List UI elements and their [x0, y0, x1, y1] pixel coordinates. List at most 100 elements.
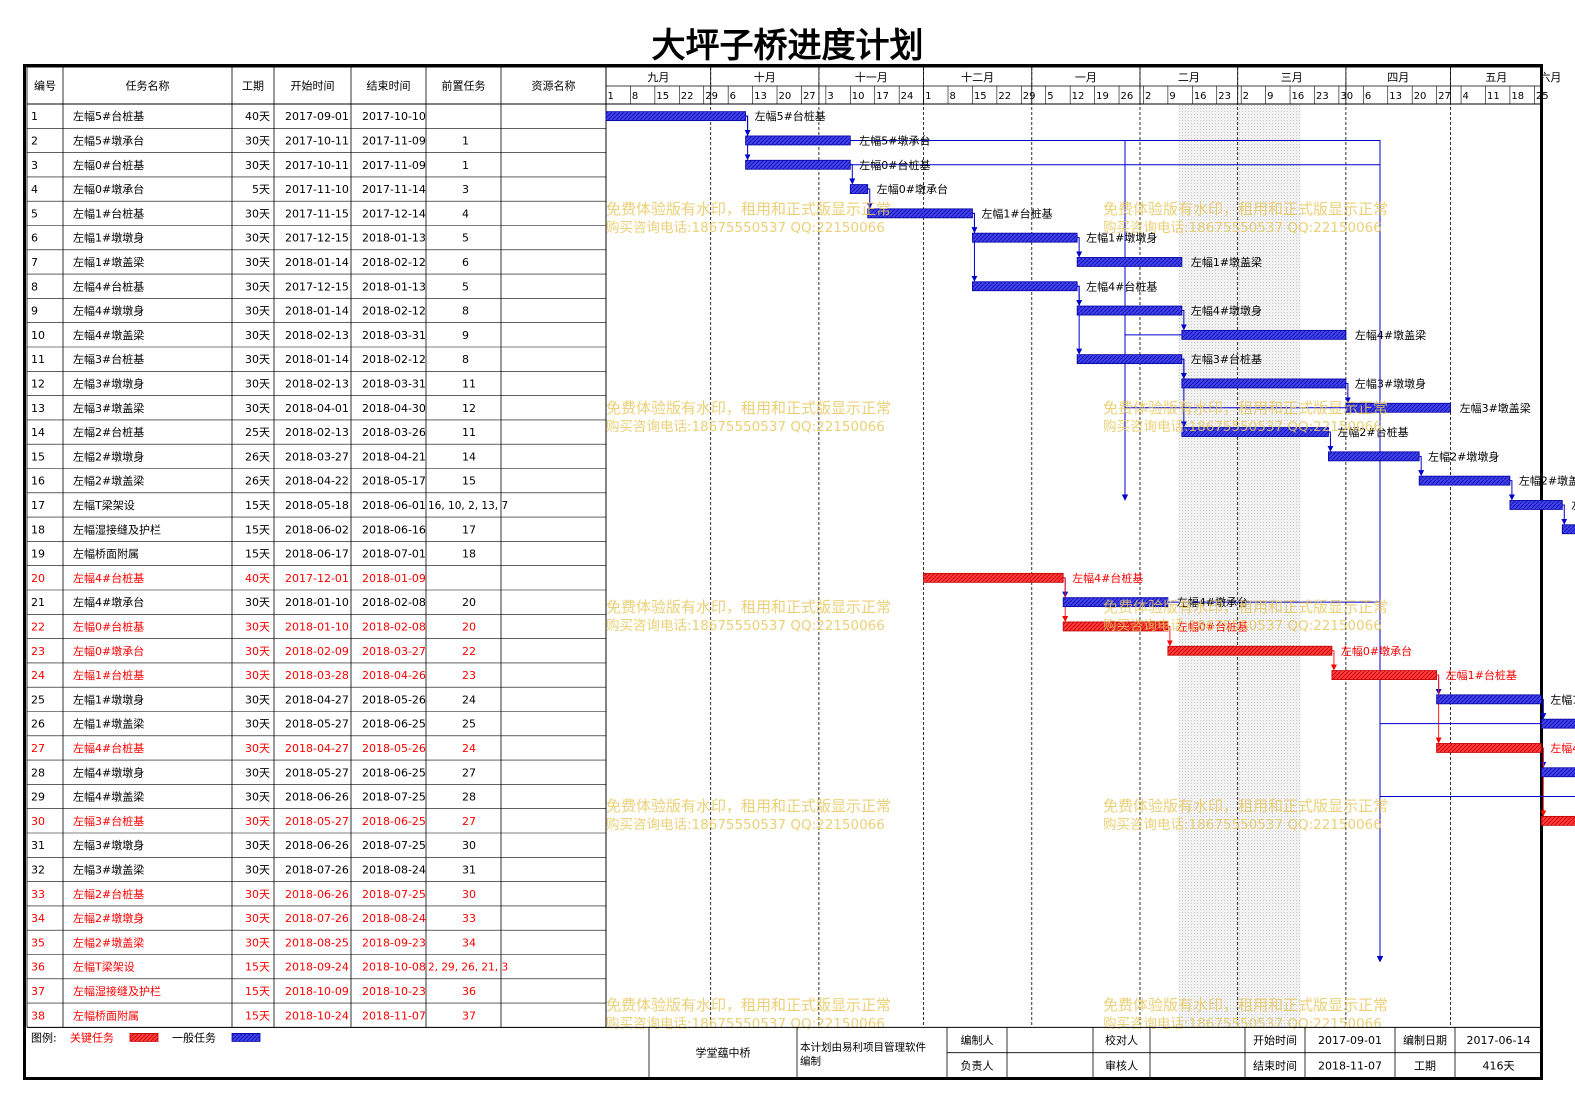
task-name: 左幅1#墩盖梁 [73, 255, 144, 269]
task-start: 2017-10-11 [285, 159, 349, 172]
dependency-link [1561, 504, 1568, 525]
task-duration: 30天 [245, 669, 270, 682]
watermark-line2: 购买咨询电话:18675550537 QQ:22150066 [1103, 220, 1382, 236]
task-name: 左幅1#台桩基 [73, 668, 144, 682]
task-end: 2018-06-25 [362, 766, 426, 779]
task-id: 10 [31, 329, 45, 342]
task-start: 2018-02-09 [285, 645, 349, 658]
end-value: 2018-11-07 [1318, 1059, 1382, 1072]
task-bar [1540, 718, 1575, 729]
task-id: 33 [31, 888, 45, 901]
task-predecessors: 22 [462, 645, 476, 658]
task-start: 2018-05-18 [285, 499, 349, 512]
column-header: 编号 [34, 79, 56, 93]
task-duration: 15天 [245, 499, 270, 512]
task-duration: 30天 [245, 620, 270, 633]
task-bar [1167, 645, 1333, 656]
chart-frame [23, 64, 1543, 1080]
task-duration: 30天 [245, 207, 270, 220]
task-end: 2018-04-26 [362, 669, 426, 682]
task-id: 2 [31, 134, 38, 147]
watermark-line2: 购买咨询电话:18675550537 QQ:22150066 [606, 220, 885, 236]
task-bar-label: 左幅5#墩承台 [859, 133, 930, 147]
task-id: 26 [31, 718, 45, 731]
table-text: 1 8 15 22 29 6 13 20 27 3 10 17 24 1 8 15 22 29 5 12 19 26 2 9 1… [31, 70, 1561, 1022]
task-id: 20 [31, 572, 45, 585]
task-predecessors: 30 [462, 888, 476, 901]
legend-normal-label: 一般任务 [172, 1031, 216, 1044]
task-duration: 15天 [245, 523, 270, 536]
task-predecessors: 33 [462, 912, 476, 925]
task-id: 22 [31, 620, 45, 633]
task-bars: 左幅5#台桩基左幅5#墩承台左幅0#台桩基左幅0#墩承台左幅1#台桩基左幅1#墩… [605, 109, 1575, 826]
month-label: 十月 [754, 70, 776, 84]
task-start: 2018-04-22 [285, 475, 349, 488]
task-bar-label: 左幅1#台桩基 [981, 206, 1052, 220]
task-start: 2017-09-01 [285, 110, 349, 123]
dependency-link [1180, 358, 1187, 428]
dependency-link [1166, 625, 1173, 647]
task-end: 2018-05-26 [362, 742, 426, 755]
legend-label: 图例: [31, 1030, 57, 1044]
dependency-link [971, 212, 978, 282]
dependency-link [1508, 480, 1515, 501]
task-end: 2018-11-07 [362, 1009, 426, 1022]
task-id: 17 [31, 499, 45, 512]
task-id: 34 [31, 912, 45, 925]
dependency-link [1076, 285, 1083, 355]
task-id: 9 [31, 305, 38, 318]
column-header: 资源名称 [532, 79, 576, 93]
task-bar [923, 572, 1064, 583]
task-start: 2018-07-26 [285, 912, 349, 925]
task-duration: 15天 [245, 1009, 270, 1022]
task-end: 2018-02-12 [362, 353, 426, 366]
week-tick-label: 24 [901, 91, 914, 102]
task-start: 2018-06-17 [285, 548, 349, 561]
task-end: 2018-06-01 [362, 499, 426, 512]
task-name: 左幅4#墩盖梁 [73, 790, 144, 804]
task-start: 2018-06-02 [285, 523, 349, 536]
task-bar [1540, 815, 1575, 826]
week-tick-label: 15 [974, 91, 987, 102]
watermark-line2: 购买咨询电话:18675550537 QQ:22150066 [606, 618, 885, 634]
checker-label: 校对人 [1105, 1033, 1138, 1047]
task-duration: 30天 [245, 159, 270, 172]
task-predecessors: 28 [462, 791, 476, 804]
watermark-line1: 免费体验版有水印，租用和正式版显示正常 [606, 200, 891, 218]
task-predecessors: 31 [462, 863, 476, 876]
dependency-link [1327, 431, 1334, 452]
task-id: 29 [31, 791, 45, 804]
task-bar [1509, 500, 1563, 510]
task-name: 左幅1#墩盖梁 [73, 717, 144, 731]
column-header: 开始时间 [291, 79, 335, 93]
task-predecessors: 27 [462, 766, 476, 779]
task-id: 25 [31, 693, 45, 706]
week-tick-label: 20 [1414, 91, 1427, 102]
task-bar [745, 159, 851, 170]
task-end: 2018-03-26 [362, 426, 426, 439]
task-id: 28 [31, 766, 45, 779]
week-tick-label: 29 [1023, 91, 1036, 102]
task-start: 2018-01-10 [285, 620, 349, 633]
task-start: 2018-05-27 [285, 815, 349, 828]
month-label: 五月 [1485, 71, 1507, 84]
task-predecessors: 1 [462, 159, 469, 172]
watermark-line2: 购买咨询电话:18675550537 QQ:22150066 [1103, 618, 1382, 634]
task-bar [1076, 305, 1183, 316]
task-name: 左幅T梁架设 [73, 960, 135, 974]
task-bar [1561, 524, 1575, 535]
task-end: 2018-05-26 [362, 693, 426, 706]
task-name: 左幅2#台桩基 [73, 887, 144, 901]
week-tick-label: 13 [754, 91, 767, 102]
dependency-link [1540, 747, 1547, 817]
footer-software-cont: 编制 [800, 1055, 821, 1068]
task-predecessors: 8 [462, 353, 469, 366]
task-name: 左幅3#墩墩身 [73, 838, 144, 852]
task-name: 左幅T梁架设 [73, 498, 135, 512]
task-end: 2018-03-27 [362, 645, 426, 658]
task-bar-label: 左幅4#台桩基 [1086, 279, 1157, 293]
task-end: 2018-07-25 [362, 888, 426, 901]
task-duration: 30天 [245, 402, 270, 415]
task-predecessors: 3 [462, 183, 469, 196]
